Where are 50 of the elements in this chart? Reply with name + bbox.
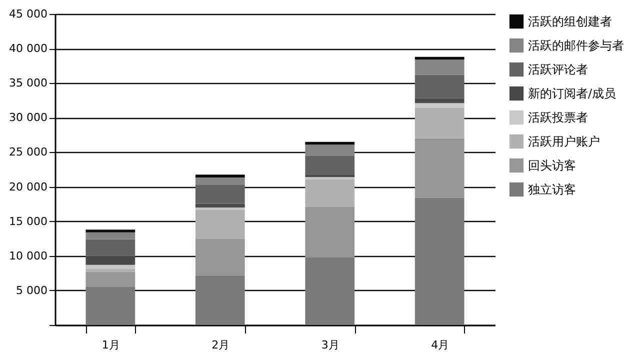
bar xyxy=(195,185,245,204)
bar xyxy=(305,206,355,258)
bar xyxy=(414,74,464,98)
y-tick-label: 40 000 xyxy=(9,42,48,56)
legend-label: 回头访客 xyxy=(528,158,576,172)
bar xyxy=(414,138,464,198)
bar xyxy=(86,264,136,270)
bar xyxy=(195,204,245,208)
bar xyxy=(414,60,464,75)
bar xyxy=(195,275,245,325)
x-tick-label: 3月 xyxy=(321,338,340,352)
legend-label: 活跃用户账户 xyxy=(528,134,600,148)
y-tick-label: 25 000 xyxy=(9,146,48,159)
bar xyxy=(86,286,136,325)
x-tick-label: 2月 xyxy=(212,338,230,352)
legend-label: 活跃评论者 xyxy=(528,62,588,76)
bar xyxy=(414,56,464,60)
bar xyxy=(86,256,136,265)
legend-label: 活跃的组创建者 xyxy=(528,14,612,28)
bar xyxy=(86,272,136,287)
y-tick-label: 20 000 xyxy=(9,180,48,194)
bar xyxy=(305,257,355,325)
bar xyxy=(195,210,245,239)
bar xyxy=(414,108,464,138)
y-tick-label: 30 000 xyxy=(9,111,48,124)
bar xyxy=(414,198,464,325)
bar xyxy=(195,238,245,276)
bar xyxy=(86,239,136,256)
legend-label: 活跃投票者 xyxy=(528,110,588,124)
bar xyxy=(86,269,136,272)
legend-label: 独立访客 xyxy=(528,182,576,196)
y-tick-label: 15 000 xyxy=(9,214,48,228)
bar xyxy=(305,144,355,156)
x-tick-label: 4月 xyxy=(431,338,450,352)
bar xyxy=(86,232,136,240)
y-tick-label: 5 000 xyxy=(16,284,48,297)
bar xyxy=(414,98,464,104)
bar xyxy=(86,230,136,232)
bar xyxy=(305,142,355,145)
bar xyxy=(195,174,245,178)
bar xyxy=(414,103,464,108)
y-tick-label: 10 000 xyxy=(9,249,48,262)
bar xyxy=(305,179,355,207)
bar xyxy=(305,156,355,176)
bar xyxy=(195,177,245,186)
x-tick-label: 1月 xyxy=(102,338,120,352)
y-tick-label: 35 000 xyxy=(9,76,48,90)
legend-label: 活跃的邮件参与者 xyxy=(528,38,624,52)
legend-label: 新的订阅者/成员 xyxy=(528,86,616,100)
y-tick-label: 45 000 xyxy=(9,8,48,20)
